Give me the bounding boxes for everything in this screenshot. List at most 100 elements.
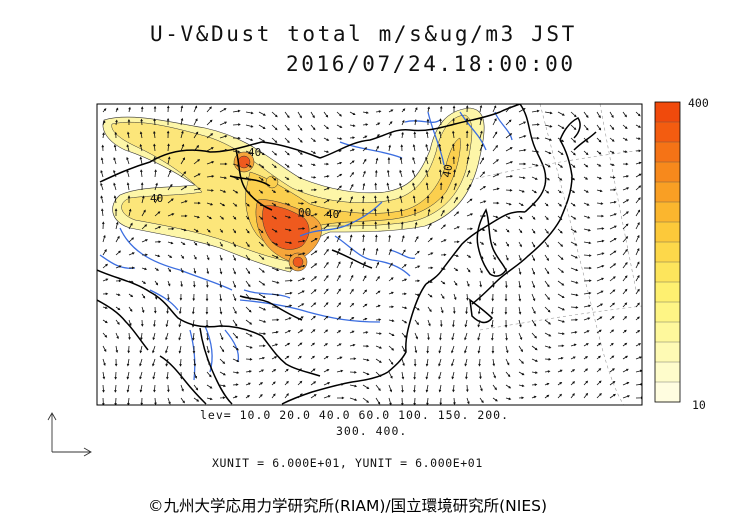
wind-vector: [557, 202, 562, 207]
wind-vector: [140, 118, 143, 126]
reference-vector: [47, 412, 92, 457]
wind-vector: [505, 371, 511, 378]
wind-vector: [491, 293, 495, 302]
wind-vector: [245, 163, 253, 168]
wind-vector: [453, 280, 458, 286]
wind-vector: [531, 319, 537, 327]
wind-vector: [583, 176, 589, 180]
wind-vector: [206, 241, 210, 247]
wind-vector: [464, 332, 468, 341]
wind-vector: [180, 117, 184, 126]
wind-vector: [544, 332, 552, 337]
wind-vector: [102, 120, 106, 126]
wind-vector: [531, 306, 536, 315]
wind-vector: [375, 134, 380, 139]
wind-vector: [102, 332, 108, 338]
wind-vector: [362, 234, 365, 243]
wind-vector: [375, 332, 382, 335]
wind-vector: [166, 306, 169, 314]
wind-vector: [583, 317, 591, 321]
wind-vector: [570, 137, 577, 143]
dust-band-peak: [262, 205, 310, 250]
wind-vector: [518, 384, 525, 388]
wind-vector: [219, 176, 227, 180]
wind-vector: [258, 124, 266, 129]
wind-vector: [310, 315, 316, 321]
wind-vector: [113, 182, 117, 191]
wind-vector: [102, 384, 105, 393]
wind-vector: [609, 124, 615, 130]
wind-vector: [438, 143, 442, 152]
wind-vector: [596, 393, 602, 399]
wind-vector: [453, 226, 460, 230]
wind-vector: [245, 150, 253, 155]
wind-vector: [375, 384, 381, 392]
wind-vector: [219, 396, 226, 400]
wind-vector: [492, 241, 497, 246]
wind-vector: [570, 189, 576, 194]
wind-vector: [349, 384, 358, 388]
wind-vector: [102, 278, 109, 282]
wind-vector: [192, 345, 196, 354]
wind-vector: [386, 208, 390, 217]
wind-vector: [323, 382, 331, 386]
wind-vector: [349, 160, 355, 165]
wind-vector: [336, 343, 342, 347]
wind-vector: [453, 293, 457, 301]
wind-vector: [531, 254, 536, 262]
wind-vector: [505, 161, 514, 165]
wind-vector: [102, 358, 106, 366]
wind-vector: [245, 124, 254, 128]
colorbar-swatch: [655, 302, 680, 323]
wind-vector: [232, 176, 240, 181]
wind-vector: [505, 254, 509, 261]
wind-vector: [518, 345, 523, 353]
wind-vector: [492, 397, 498, 402]
wind-vector: [401, 108, 406, 113]
wind-vector: [440, 195, 444, 204]
wind-vector: [478, 293, 482, 302]
wind-vector: [232, 202, 238, 207]
wind-vector: [219, 358, 226, 364]
wind-vector: [531, 109, 540, 113]
wind-vector: [271, 137, 278, 143]
wind-vector: [557, 124, 565, 129]
wind-vector: [258, 394, 263, 399]
wind-vector: [258, 241, 264, 247]
wind-vector: [427, 266, 434, 270]
wind-vector: [349, 221, 353, 230]
wind-vector: [596, 355, 601, 360]
wind-vector: [180, 200, 188, 204]
wind-vector: [206, 106, 212, 113]
wind-vector: [126, 371, 130, 380]
wind-vector: [165, 358, 169, 367]
wind-vector: [193, 280, 196, 288]
wind-vector: [140, 332, 143, 341]
wind-vector: [362, 111, 369, 114]
wind-vector: [440, 306, 444, 314]
wind-vector: [258, 176, 264, 181]
wind-vector: [440, 319, 443, 328]
wind-vector: [349, 357, 357, 360]
wind-vector: [297, 227, 306, 230]
wind-vector: [115, 306, 121, 311]
wind-vector: [635, 343, 642, 347]
wind-vector: [193, 254, 197, 260]
wind-vector: [477, 319, 481, 328]
wind-vector: [531, 241, 536, 248]
wind-vector: [609, 276, 616, 282]
wind-vector: [609, 238, 617, 243]
wind-vector: [570, 306, 579, 309]
wind-vector: [219, 148, 228, 152]
wind-vector: [128, 266, 135, 270]
wind-vector: [388, 384, 393, 393]
wind-vector: [477, 332, 481, 341]
wind-vector: [596, 264, 605, 269]
wind-vector: [609, 225, 617, 230]
wind-vector: [609, 213, 617, 217]
wind-vector: [271, 228, 278, 233]
wind-vector: [427, 280, 433, 284]
wind-vector: [153, 384, 156, 393]
wind-vector: [219, 319, 223, 328]
wind-vector: [478, 358, 481, 367]
